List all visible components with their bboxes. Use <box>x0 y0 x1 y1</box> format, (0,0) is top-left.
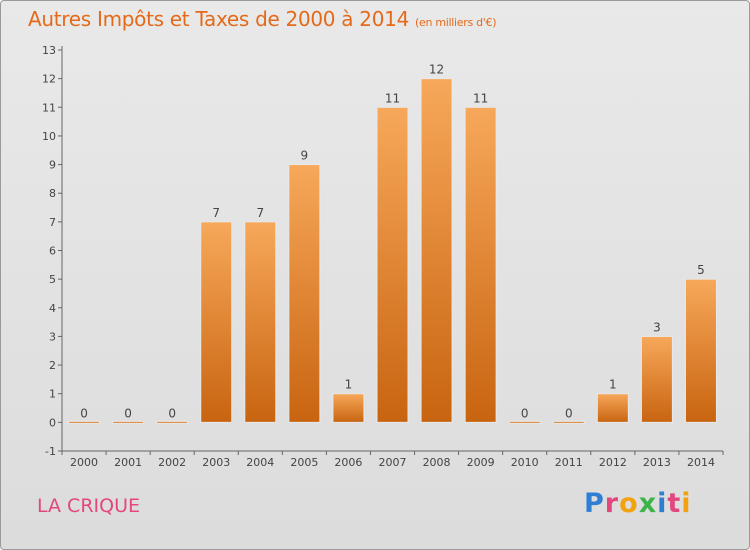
logo-letter: i <box>657 488 668 519</box>
x-tick-label: 2003 <box>202 456 230 469</box>
y-tick-label: 9 <box>49 159 56 172</box>
chart-unit-label: (en milliers d'€) <box>415 16 497 29</box>
y-tick-label: 13 <box>42 44 56 57</box>
data-label-2007: 11 <box>385 91 400 105</box>
logo-letter: x <box>638 488 658 519</box>
commune-name: LA CRIQUE <box>37 495 140 517</box>
data-label-2006: 1 <box>345 378 353 392</box>
x-tick-label: 2014 <box>687 456 715 469</box>
bar-2005 <box>288 164 321 423</box>
data-label-2014: 5 <box>697 263 705 277</box>
x-tick-label: 2007 <box>379 456 407 469</box>
x-tick-label: 2012 <box>599 456 627 469</box>
y-tick-label: 11 <box>42 101 56 114</box>
data-label-2003: 7 <box>212 206 220 220</box>
bar-2013 <box>640 335 673 423</box>
data-label-2000: 0 <box>80 406 88 420</box>
y-tick-label: 1 <box>49 388 56 401</box>
data-label-2011: 0 <box>565 406 573 420</box>
data-label-2010: 0 <box>521 406 529 420</box>
data-label-2002: 0 <box>168 406 176 420</box>
bar-2006 <box>332 393 365 423</box>
x-tick-label: 2013 <box>643 456 671 469</box>
bar-2011 <box>552 420 585 424</box>
bar-2002 <box>156 420 189 424</box>
y-tick-label: 4 <box>49 302 56 315</box>
data-label-2005: 9 <box>301 149 309 163</box>
y-tick-label: 0 <box>49 416 56 429</box>
logo-letter: i <box>681 488 692 519</box>
bars <box>68 78 717 424</box>
x-tick-label: 2000 <box>70 456 98 469</box>
bar-2014 <box>684 278 717 423</box>
data-label-2008: 12 <box>429 63 444 77</box>
y-tick-label: 12 <box>42 73 56 86</box>
bar-2001 <box>112 420 145 424</box>
bar-2007 <box>376 106 409 423</box>
y-tick-label: 3 <box>49 330 56 343</box>
x-tick-label: 2011 <box>555 456 583 469</box>
logo-letter: P <box>584 488 605 519</box>
chart-title: Autres Impôts et Taxes de 2000 à 2014 (en… <box>28 7 496 31</box>
x-tick-label: 2005 <box>290 456 318 469</box>
bar-2008 <box>420 78 453 423</box>
x-tick-label: 2001 <box>114 456 142 469</box>
logo-letter: o <box>619 488 639 519</box>
x-tick-label: 2004 <box>246 456 274 469</box>
y-tick-label: 6 <box>49 245 56 258</box>
logo-letter: r <box>604 488 620 519</box>
x-tick-label: 2002 <box>158 456 186 469</box>
chart-title-text: Autres Impôts et Taxes de 2000 à 2014 <box>28 7 409 31</box>
y-tick-label: 10 <box>42 130 56 143</box>
x-tick-label: 2006 <box>334 456 362 469</box>
bar-2009 <box>464 106 497 423</box>
data-label-2012: 1 <box>609 378 617 392</box>
y-tick-label: 7 <box>49 216 56 229</box>
data-label-2009: 11 <box>473 91 488 105</box>
y-tick-label: 5 <box>49 273 56 286</box>
y-tick-label: 2 <box>49 359 56 372</box>
y-tick-label: -1 <box>45 445 56 458</box>
proxiti-logo[interactable]: Proxiti <box>584 488 692 519</box>
bar-2004 <box>244 221 277 423</box>
bar-2000 <box>68 420 101 424</box>
x-tick-label: 2008 <box>423 456 451 469</box>
data-label-2013: 3 <box>653 320 661 334</box>
bar-2010 <box>508 420 541 424</box>
logo-letter: t <box>667 488 682 519</box>
x-tick-label: 2010 <box>511 456 539 469</box>
data-label-2001: 0 <box>124 406 132 420</box>
y-tick-label: 8 <box>49 187 56 200</box>
bar-2003 <box>200 221 233 423</box>
data-label-2004: 7 <box>256 206 264 220</box>
bar-2012 <box>596 393 629 423</box>
x-tick-label: 2009 <box>467 456 495 469</box>
